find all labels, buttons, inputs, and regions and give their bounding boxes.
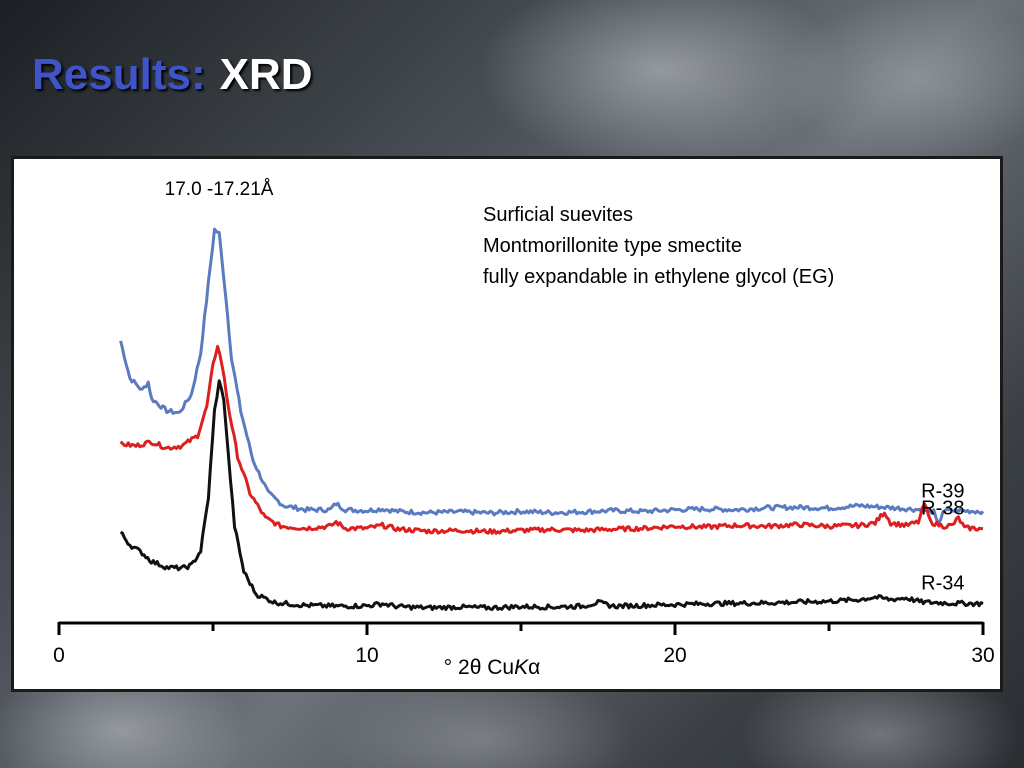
series-line-r-39 [119, 227, 985, 526]
title-results: Results: [32, 50, 206, 99]
note-line-1: Surficial suevites [483, 204, 633, 226]
note-line-3: fully expandable in ethylene glycol (EG) [483, 266, 834, 288]
x-tick-label-30: 30 [971, 644, 994, 667]
note-line-2: Montmorillonite type smectite [483, 235, 742, 257]
title-xrd: XRD [219, 50, 313, 99]
series-label-r-38: R-38 [921, 498, 964, 520]
x-axis-title: ° 2θ CuKα [444, 656, 540, 679]
xrd-chart: 0 10 20 30 ° 2θ CuKα R-39R-38 R-34 17.0 -17.21… [53, 179, 995, 679]
series-layer [119, 227, 985, 612]
peak-annotation: 17.0 -17.21Å [165, 179, 274, 200]
page-title: Results: XRD [32, 50, 313, 100]
x-tick-label-20: 20 [663, 644, 686, 667]
series-line-r-34 [119, 379, 984, 612]
label-layer: R-39R-38 R-34 17.0 -17.21Å Surficial suevit… [165, 179, 965, 595]
series-line-r-38 [119, 344, 984, 535]
series-label-r-39: R-39 [921, 480, 964, 502]
x-tick-label-10: 10 [355, 644, 378, 667]
x-tick-label-0: 0 [53, 644, 65, 667]
x-axis: 0 10 20 30 ° 2θ CuKα [53, 621, 995, 679]
chart-panel: 0 10 20 30 ° 2θ CuKα R-39 R-38 R-34 17.0 -17.21… [11, 156, 1003, 692]
series-label-r-34: R-34 [921, 573, 964, 595]
